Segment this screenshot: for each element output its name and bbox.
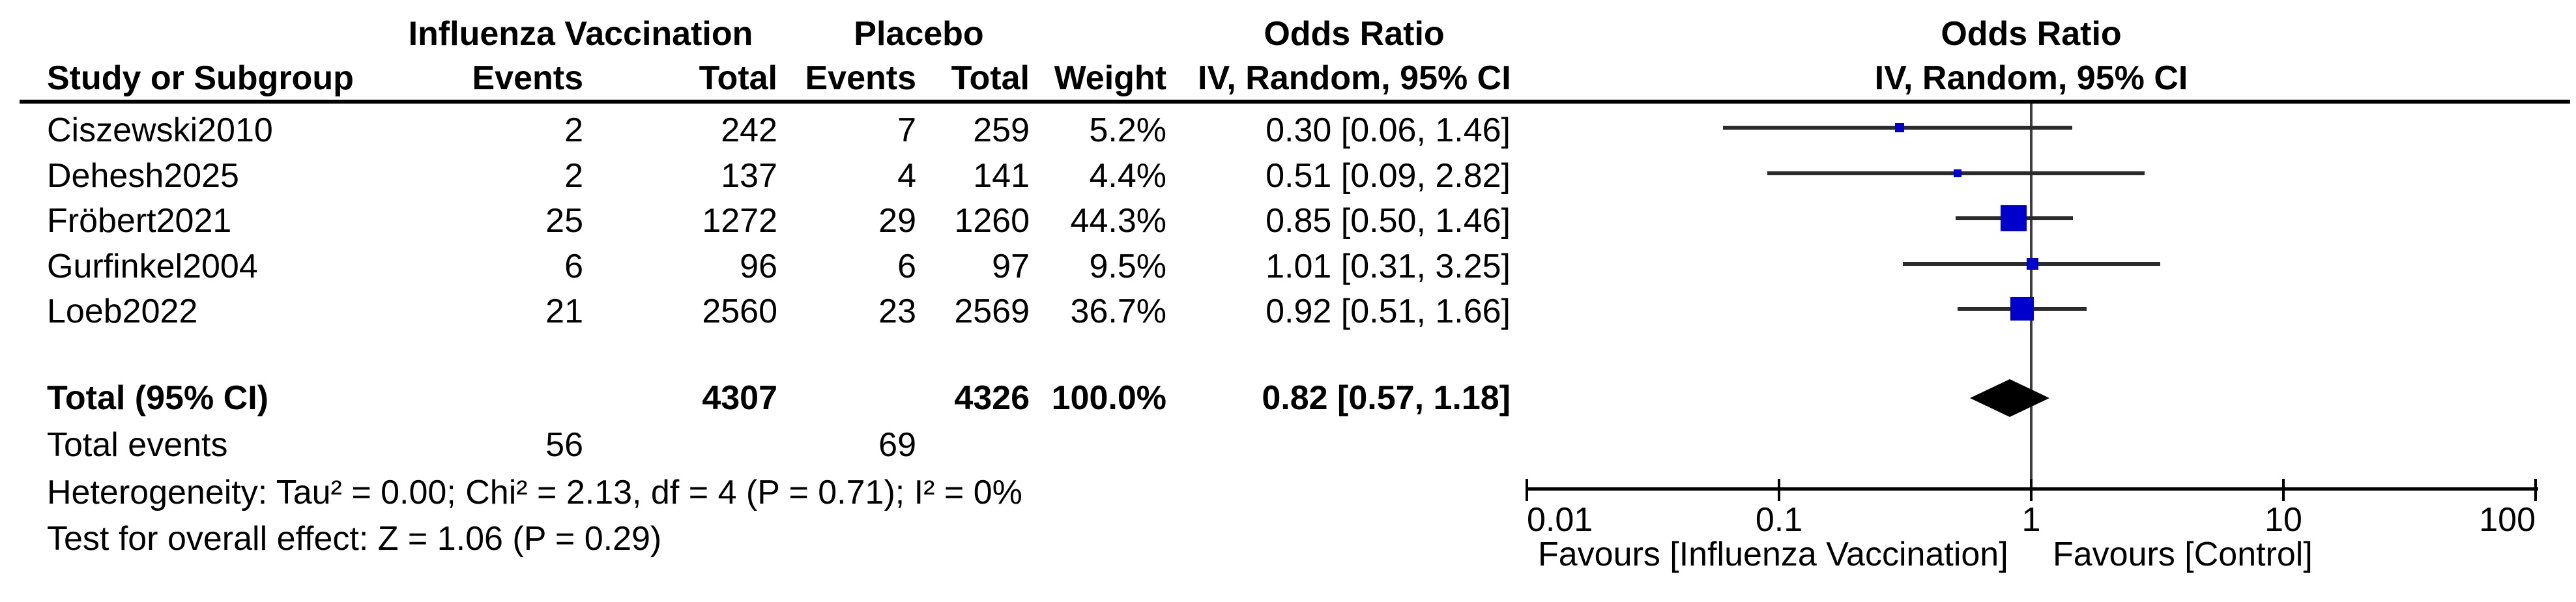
axis-tick bbox=[1778, 479, 1780, 501]
col-header-weight: Weight bbox=[1054, 59, 1166, 97]
cell-study: Gurfinkel2004 bbox=[47, 248, 258, 285]
total-row-label: Total (95% CI) bbox=[47, 379, 268, 417]
cell-events1: 2 bbox=[564, 157, 583, 195]
total-diamond bbox=[1970, 379, 2049, 417]
cell-weight: 36.7% bbox=[1070, 293, 1166, 330]
cell-weight: 9.5% bbox=[1089, 248, 1166, 285]
effect-marker bbox=[1954, 169, 1961, 177]
effect-marker bbox=[2027, 258, 2038, 270]
cell-study: Ciszewski2010 bbox=[47, 111, 273, 149]
cell-total1: 137 bbox=[721, 157, 777, 195]
plot-subtitle: IV, Random, 95% CI bbox=[1874, 59, 2188, 97]
group-header-control: Placebo bbox=[854, 15, 984, 53]
axis-tick-label: 0.1 bbox=[1755, 501, 1803, 539]
total-events-value-1: 56 bbox=[545, 426, 583, 464]
cell-events1: 2 bbox=[564, 111, 583, 149]
axis-tick bbox=[2030, 479, 2033, 501]
favours-left-label: Favours [Influenza Vaccination] bbox=[1538, 536, 2008, 573]
or-column-title: Odds Ratio bbox=[1264, 15, 1445, 53]
axis-tick-label: 0.01 bbox=[1527, 501, 1593, 539]
cell-events2: 6 bbox=[897, 248, 916, 285]
plot-title: Odds Ratio bbox=[1941, 15, 2122, 53]
cell-study: Dehesh2025 bbox=[47, 157, 239, 195]
cell-total1: 242 bbox=[721, 111, 777, 149]
cell-weight: 4.4% bbox=[1089, 157, 1166, 195]
heterogeneity-text: Heterogeneity: Tau² = 0.00; Chi² = 2.13,… bbox=[47, 474, 1022, 511]
col-header-or-method: IV, Random, 95% CI bbox=[1198, 59, 1511, 97]
cell-events2: 7 bbox=[897, 111, 916, 149]
cell-events2: 4 bbox=[897, 157, 916, 195]
total-row-total-1: 4307 bbox=[702, 379, 777, 417]
cell-or_text: 0.30 [0.06, 1.46] bbox=[1266, 111, 1511, 149]
cell-or_text: 0.51 [0.09, 2.82] bbox=[1266, 157, 1511, 195]
total-row-or: 0.82 [0.57, 1.18] bbox=[1262, 379, 1511, 417]
axis-tick-label: 10 bbox=[2265, 501, 2302, 539]
effect-marker bbox=[1895, 123, 1904, 132]
cell-total2: 97 bbox=[992, 248, 1030, 285]
axis-tick bbox=[2282, 479, 2285, 501]
cell-events1: 25 bbox=[545, 202, 583, 240]
cell-study: Fröbert2021 bbox=[47, 202, 232, 240]
col-header-events-1: Events bbox=[472, 59, 583, 97]
cell-or_text: 0.85 [0.50, 1.46] bbox=[1266, 202, 1511, 240]
axis-tick-label: 100 bbox=[2479, 501, 2536, 539]
cell-total2: 141 bbox=[973, 157, 1030, 195]
cell-total1: 1272 bbox=[702, 202, 777, 240]
total-row-weight: 100.0% bbox=[1051, 379, 1166, 417]
col-header-total-1: Total bbox=[699, 59, 777, 97]
favours-right-label: Favours [Control] bbox=[2053, 536, 2313, 573]
x-axis-line bbox=[1527, 487, 2538, 491]
group-header-treatment: Influenza Vaccination bbox=[408, 15, 753, 53]
cell-events2: 29 bbox=[878, 202, 916, 240]
cell-study: Loeb2022 bbox=[47, 293, 198, 330]
cell-or_text: 1.01 [0.31, 3.25] bbox=[1266, 248, 1511, 285]
axis-tick-label: 1 bbox=[2021, 501, 2041, 539]
cell-or_text: 0.92 [0.51, 1.66] bbox=[1266, 293, 1511, 330]
header-rule bbox=[20, 100, 2570, 104]
cell-total2: 1260 bbox=[954, 202, 1030, 240]
overall-effect-text: Test for overall effect: Z = 1.06 (P = 0… bbox=[47, 520, 662, 558]
total-events-label: Total events bbox=[47, 426, 228, 464]
cell-events1: 21 bbox=[545, 293, 583, 330]
total-events-value-2: 69 bbox=[878, 426, 916, 464]
cell-total1: 96 bbox=[740, 248, 777, 285]
col-header-total-2: Total bbox=[951, 59, 1030, 97]
effect-marker bbox=[2001, 205, 2027, 231]
axis-tick bbox=[2534, 479, 2537, 501]
cell-weight: 44.3% bbox=[1070, 202, 1166, 240]
cell-total2: 2569 bbox=[954, 293, 1030, 330]
cell-events1: 6 bbox=[564, 248, 583, 285]
cell-events2: 23 bbox=[878, 293, 916, 330]
cell-total1: 2560 bbox=[702, 293, 777, 330]
effect-marker bbox=[2010, 297, 2034, 321]
null-effect-line bbox=[2030, 104, 2033, 489]
total-row-total-2: 4326 bbox=[954, 379, 1030, 417]
axis-tick bbox=[1526, 479, 1528, 501]
col-header-study: Study or Subgroup bbox=[47, 59, 354, 97]
cell-total2: 259 bbox=[973, 111, 1030, 149]
cell-weight: 5.2% bbox=[1089, 111, 1166, 149]
col-header-events-2: Events bbox=[805, 59, 916, 97]
